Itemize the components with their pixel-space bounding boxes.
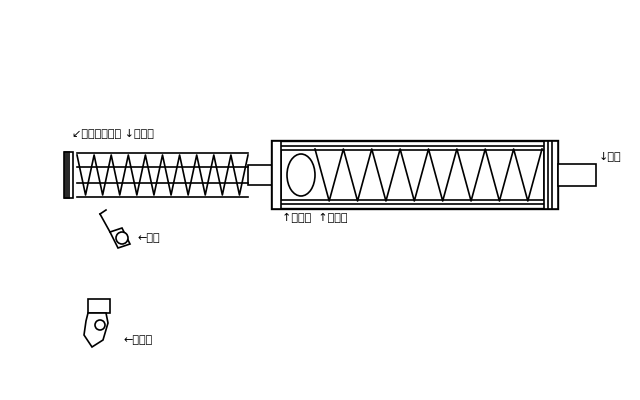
Bar (272, 141, 281, 209)
Bar (544, 141, 558, 209)
Polygon shape (110, 228, 130, 248)
Bar (558, 164, 596, 186)
Bar (63, 152, 72, 198)
Bar (272, 141, 558, 209)
Ellipse shape (287, 154, 315, 196)
Bar (248, 165, 272, 185)
Circle shape (95, 320, 105, 330)
Text: ↙스프링가이드 ↓스프링: ↙스프링가이드 ↓스프링 (72, 129, 154, 139)
Text: ←시어: ←시어 (138, 233, 161, 243)
Bar (88, 299, 110, 313)
Polygon shape (84, 313, 108, 347)
Text: ↑피스톤  ↑실린더: ↑피스톤 ↑실린더 (282, 213, 348, 223)
Bar (281, 150, 544, 200)
Text: ↓노즐: ↓노즐 (599, 152, 621, 162)
Bar (277, 146, 558, 204)
Circle shape (116, 232, 128, 244)
Text: ←방아쇠: ←방아쇠 (123, 335, 152, 345)
